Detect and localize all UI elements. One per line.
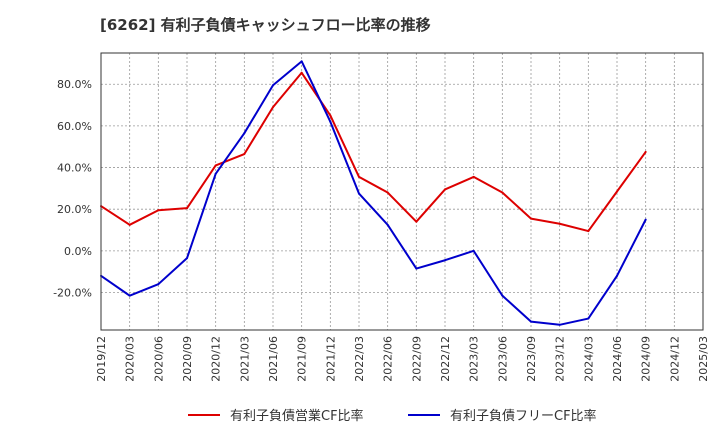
data-point [243,132,246,135]
y-tick-label: 20.0% [57,203,92,216]
x-tick-label: 2021/06 [267,336,280,382]
data-point [157,209,160,212]
data-point [644,150,647,153]
grid [100,53,704,330]
x-tick-label: 2023/03 [468,336,481,382]
y-tick-label: -20.0% [53,287,92,300]
x-tick-label: 2020/06 [152,336,165,382]
data-point [558,222,561,225]
data-point [444,259,446,262]
data-point [386,223,389,226]
data-point [214,164,217,167]
data-point [444,188,446,191]
plot-area [101,53,703,330]
series-group [100,60,647,326]
data-point [243,153,246,156]
x-tick-label: 2020/03 [124,336,137,382]
data-point [415,220,418,223]
series-line-1 [100,71,647,233]
data-point [501,191,504,194]
data-point [300,60,303,63]
y-tick-label: 40.0% [57,162,92,175]
y-tick-label: 60.0% [57,120,92,133]
data-point [272,84,274,87]
data-point [128,223,131,226]
x-tick-label: 2022/06 [382,336,395,382]
data-point [329,120,332,123]
data-point [128,294,131,297]
series-line-2 [100,60,647,326]
x-tick-label: 2024/03 [582,336,595,382]
x-tick-label: 2023/09 [525,336,538,382]
data-point [644,218,647,221]
data-point [558,323,561,326]
x-tick-label: 2024/12 [668,336,681,382]
y-axis: -20.0% 0.0% 20.0% 40.0% 60.0% 80.0% [53,78,92,299]
data-point [358,175,360,178]
x-tick-label: 2019/12 [95,336,108,382]
plot-border [100,52,704,331]
data-point [300,71,303,74]
x-tick-label: 2020/09 [181,336,194,382]
data-point [587,317,590,320]
x-tick-label: 2021/12 [324,336,337,382]
data-point [186,257,188,260]
y-tick-label: 0.0% [64,245,92,258]
legend-label-1: 有利子負債営業CF比率 [230,408,364,424]
data-point [272,106,274,109]
data-point [329,114,332,117]
x-tick-label: 2023/06 [496,336,509,382]
x-tick-label: 2025/03 [697,336,710,382]
data-point [616,274,618,277]
x-tick-label: 2024/09 [640,336,653,382]
data-point [157,283,160,286]
data-point [472,175,475,178]
x-tick-label: 2022/03 [353,336,366,382]
data-point [530,217,532,220]
x-axis: 2019/12 2020/03 2020/06 2020/09 2020/12 2021/… [95,336,710,382]
data-point [501,294,504,297]
data-point [587,230,590,233]
x-tick-label: 2021/03 [238,336,251,382]
x-tick-label: 2024/06 [611,336,624,382]
data-point [358,192,360,195]
legend-label-2: 有利子負債フリーCF比率 [450,408,597,424]
data-point [472,249,475,252]
x-tick-label: 2022/09 [410,336,423,382]
x-tick-label: 2020/12 [210,336,223,382]
legend: 有利子負債営業CF比率 有利子負債フリーCF比率 [188,408,597,424]
data-point [386,191,389,194]
x-tick-label: 2023/12 [554,336,567,382]
data-point [415,267,418,270]
chart-title: [6262] 有利子負債キャッシュフロー比率の推移 [100,16,431,34]
y-tick-label: 80.0% [57,78,92,91]
x-tick-label: 2021/09 [296,336,309,382]
data-point [530,320,532,323]
x-tick-label: 2022/12 [439,336,452,382]
data-point [186,207,188,210]
data-point [214,172,217,175]
data-point [616,190,618,193]
